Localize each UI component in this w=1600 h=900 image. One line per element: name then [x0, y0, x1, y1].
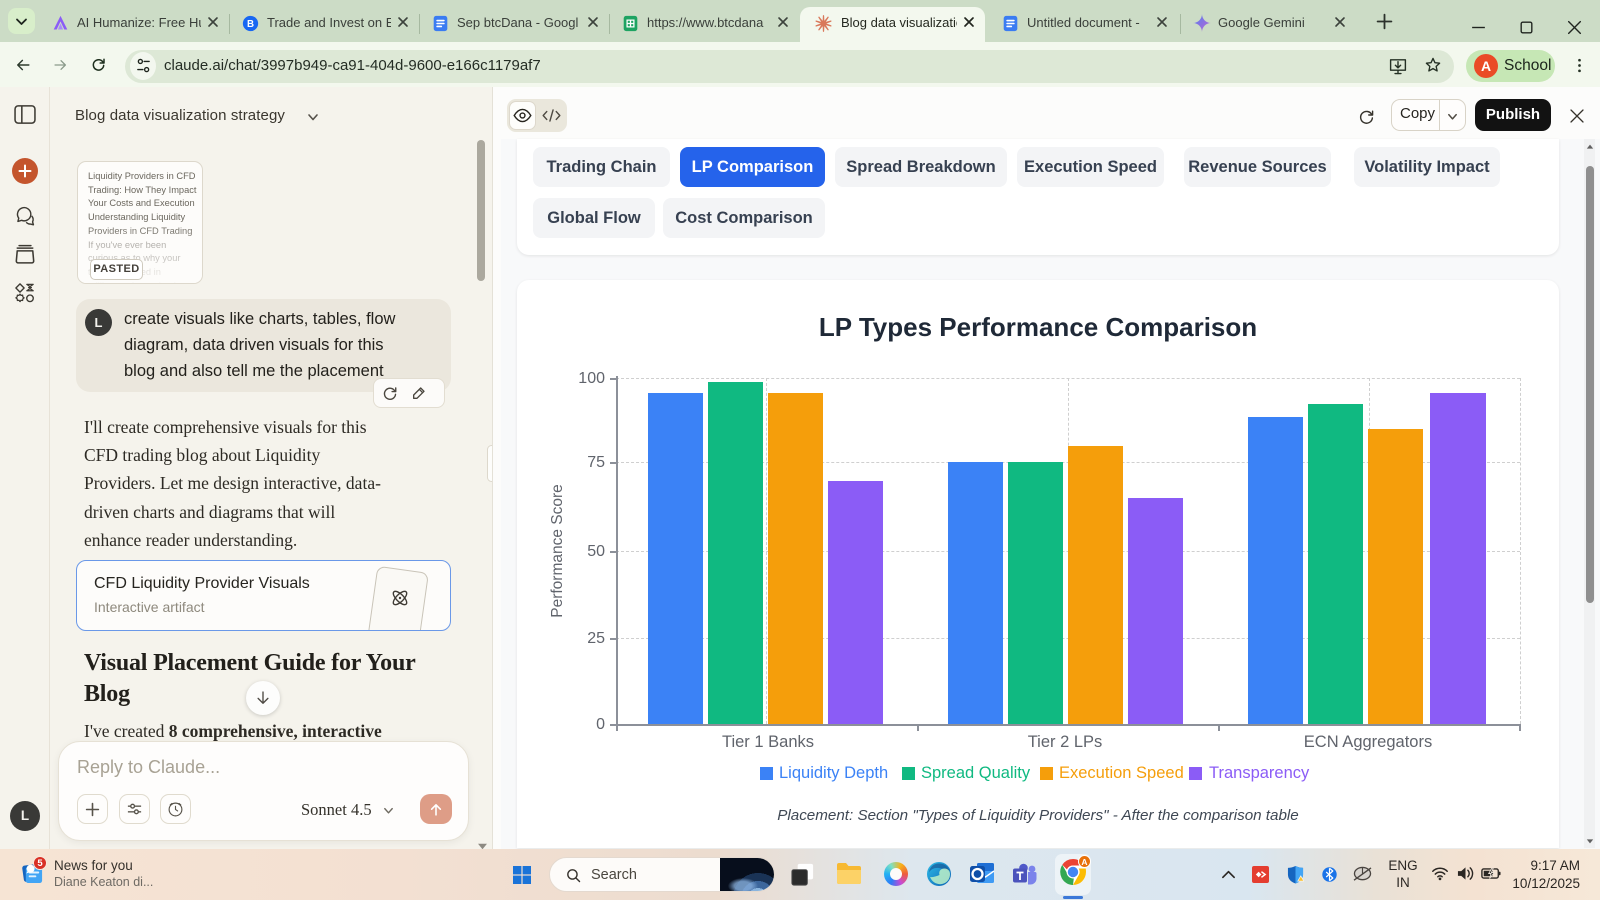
- svg-text:B: B: [247, 19, 254, 30]
